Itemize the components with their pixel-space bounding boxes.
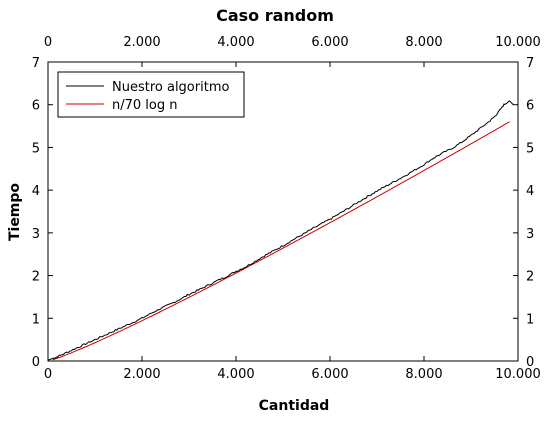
- y-tick-label: 0: [32, 355, 40, 370]
- x-top-tick-label: 10.000: [495, 35, 541, 50]
- legend-box: [57, 71, 245, 118]
- x-tick-label: 6.000: [311, 367, 348, 382]
- x-top-tick-label: 8.000: [405, 35, 442, 50]
- y-right-tick-label: 2: [526, 270, 534, 285]
- legend-label: Nuestro algoritmo: [112, 80, 229, 95]
- x-tick-label: 10.000: [495, 367, 541, 382]
- x-tick-label: 2.000: [123, 367, 160, 382]
- y-right-tick-label: 3: [526, 227, 534, 242]
- series-layer: [47, 100, 514, 361]
- y-right-tick-label: 4: [526, 184, 534, 199]
- y-tick-label: 2: [32, 270, 40, 285]
- y-axis-title: Tiempo: [7, 183, 23, 241]
- y-right-tick-label: 7: [526, 56, 534, 71]
- legend-label: n/70 log n: [112, 98, 177, 113]
- y-right-tick-label: 5: [526, 141, 534, 156]
- axis-ticks: 002.0002.0004.0004.0006.0006.0008.0008.0…: [32, 35, 541, 382]
- x-top-tick-label: 0: [44, 35, 52, 50]
- x-top-tick-label: 6.000: [311, 35, 348, 50]
- series-line-nuestro-algoritmo: [47, 100, 514, 361]
- series-line-n70-log-n: [52, 121, 510, 361]
- y-right-tick-label: 0: [526, 355, 534, 370]
- y-right-tick-label: 6: [526, 99, 534, 114]
- x-axis-title: Cantidad: [259, 398, 330, 414]
- y-tick-label: 7: [32, 56, 40, 71]
- y-tick-label: 3: [32, 227, 40, 242]
- y-tick-label: 4: [32, 184, 40, 199]
- x-tick-label: 0: [44, 367, 52, 382]
- chart-title: Caso random: [216, 6, 334, 25]
- y-right-tick-label: 1: [526, 312, 534, 327]
- y-tick-label: 6: [32, 99, 40, 114]
- x-tick-label: 4.000: [217, 367, 254, 382]
- y-tick-label: 5: [32, 141, 40, 156]
- x-top-tick-label: 2.000: [123, 35, 160, 50]
- x-tick-label: 8.000: [405, 367, 442, 382]
- x-top-tick-label: 4.000: [217, 35, 254, 50]
- y-tick-label: 1: [32, 312, 40, 327]
- legend: Nuestro algoritmo n/70 log n: [57, 71, 245, 118]
- plot-frame: [47, 61, 519, 362]
